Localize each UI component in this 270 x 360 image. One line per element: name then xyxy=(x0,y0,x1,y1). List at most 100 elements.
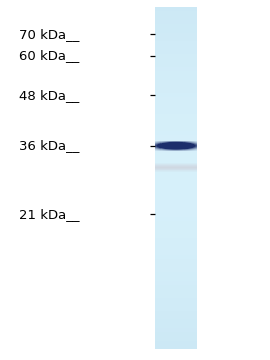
Bar xyxy=(175,150,176,151)
Bar xyxy=(158,146,159,147)
Bar xyxy=(173,141,174,142)
Bar xyxy=(155,142,156,143)
Bar xyxy=(196,141,197,142)
Bar xyxy=(160,148,161,149)
Bar xyxy=(155,247,197,251)
Bar xyxy=(191,147,192,148)
Bar xyxy=(155,306,197,311)
Bar xyxy=(179,150,180,151)
Bar xyxy=(155,54,197,59)
Bar xyxy=(155,148,156,149)
Bar xyxy=(155,89,197,93)
Bar xyxy=(155,149,156,150)
Bar xyxy=(161,145,163,146)
Bar xyxy=(160,145,161,146)
Bar xyxy=(192,144,193,145)
Bar xyxy=(185,146,187,147)
Bar xyxy=(179,146,180,147)
Bar xyxy=(161,143,163,144)
Bar xyxy=(164,148,165,149)
Bar xyxy=(167,150,168,151)
Bar xyxy=(170,141,171,142)
Bar xyxy=(179,145,180,146)
Bar xyxy=(155,24,197,28)
Bar xyxy=(163,143,164,144)
Bar xyxy=(172,142,173,143)
Bar xyxy=(168,143,169,144)
Bar xyxy=(174,150,175,151)
Bar xyxy=(155,84,197,89)
Bar xyxy=(159,149,160,150)
Bar xyxy=(174,146,175,147)
Bar xyxy=(193,141,194,142)
Bar xyxy=(155,311,197,315)
Bar xyxy=(160,144,161,145)
Bar xyxy=(192,143,193,144)
Bar xyxy=(157,141,158,142)
Bar xyxy=(187,143,188,144)
Bar xyxy=(156,144,157,145)
Bar xyxy=(173,150,174,151)
Bar xyxy=(183,149,184,150)
Bar xyxy=(171,148,172,149)
Bar xyxy=(174,143,175,144)
Bar xyxy=(171,150,172,151)
Bar xyxy=(193,143,194,144)
Bar xyxy=(196,143,197,144)
Bar xyxy=(192,148,193,149)
Bar xyxy=(175,141,176,142)
Bar xyxy=(159,142,160,143)
Bar xyxy=(183,141,184,142)
Bar xyxy=(170,149,171,150)
Bar xyxy=(169,150,170,151)
Bar xyxy=(168,144,169,145)
Bar xyxy=(166,143,167,144)
Bar xyxy=(185,142,187,143)
Bar xyxy=(180,146,181,147)
Bar xyxy=(193,149,194,150)
Bar xyxy=(160,150,161,151)
Bar xyxy=(155,294,197,298)
Bar xyxy=(158,143,159,144)
Bar xyxy=(166,149,167,150)
Bar xyxy=(167,144,168,145)
Bar xyxy=(159,147,160,148)
Bar xyxy=(191,143,192,144)
Bar xyxy=(155,80,197,84)
Bar xyxy=(181,150,183,151)
Bar xyxy=(190,142,191,143)
Bar xyxy=(189,149,190,150)
Bar xyxy=(191,141,192,142)
Bar xyxy=(155,153,197,157)
Bar xyxy=(172,145,173,146)
Bar xyxy=(173,146,174,147)
Bar xyxy=(165,141,166,142)
Bar xyxy=(195,149,196,150)
Bar xyxy=(156,146,157,147)
Bar xyxy=(185,148,187,149)
Bar xyxy=(192,145,193,146)
Bar xyxy=(188,146,189,147)
Bar xyxy=(180,144,181,145)
Bar xyxy=(164,144,165,145)
Bar xyxy=(155,7,197,12)
Bar xyxy=(156,150,157,151)
Bar xyxy=(157,143,158,144)
Bar xyxy=(196,148,197,149)
Bar xyxy=(163,150,164,151)
Bar xyxy=(174,149,175,150)
Bar xyxy=(155,41,197,46)
Bar xyxy=(196,146,197,147)
Bar xyxy=(155,58,197,63)
Bar xyxy=(196,150,197,151)
Bar xyxy=(171,149,172,150)
Bar xyxy=(193,148,194,149)
Bar xyxy=(167,145,168,146)
Bar xyxy=(170,146,171,147)
Bar xyxy=(171,147,172,148)
Bar xyxy=(155,272,197,276)
Bar xyxy=(172,150,173,151)
Text: 60 kDa__: 60 kDa__ xyxy=(19,49,79,62)
Bar xyxy=(193,142,194,143)
Bar xyxy=(170,142,171,143)
